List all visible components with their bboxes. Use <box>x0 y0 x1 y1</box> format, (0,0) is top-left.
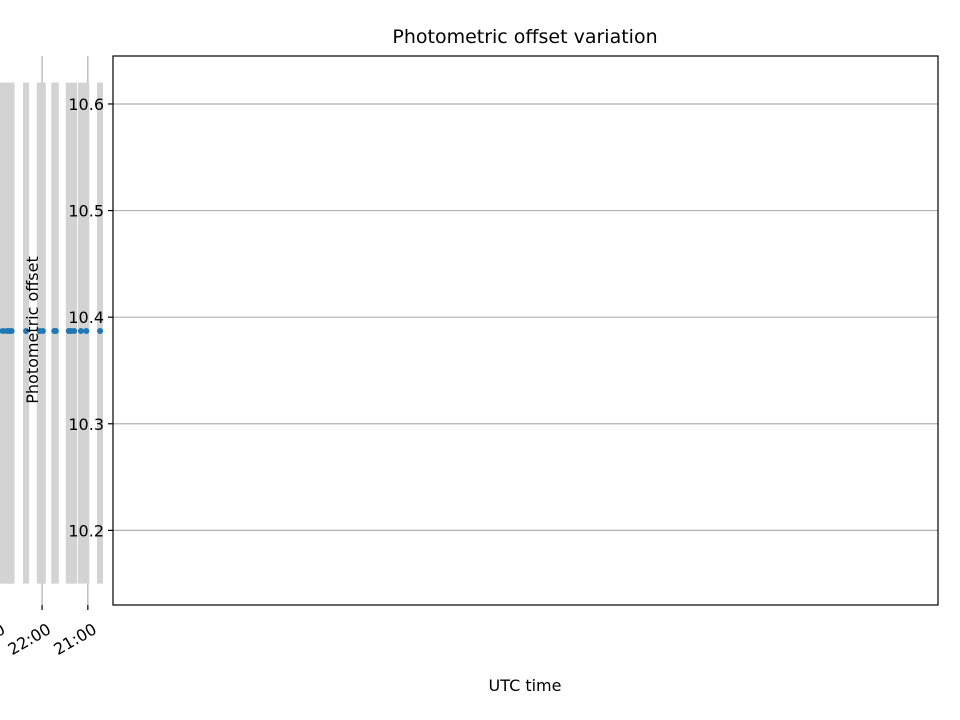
y-tick-label: 10.2 <box>68 521 104 540</box>
data-point <box>77 328 84 335</box>
y-tick-label: 10.4 <box>68 308 104 327</box>
y-tick-label: 10.5 <box>68 202 104 221</box>
chart-title: Photometric offset variation <box>392 26 657 48</box>
data-point <box>36 328 43 335</box>
data-point <box>65 328 72 335</box>
x-axis-label: UTC time <box>489 676 562 695</box>
data-point <box>0 328 1 334</box>
y-tick-label: 10.6 <box>68 95 104 114</box>
data-point <box>51 328 58 335</box>
point-layer <box>0 328 104 335</box>
y-axis: 10.2 10.3 10.4 10.5 10.6 <box>68 95 113 540</box>
y-tick-label: 10.3 <box>68 415 104 434</box>
data-point <box>83 328 90 335</box>
y-axis-label: Photometric offset <box>23 256 42 404</box>
data-point <box>97 328 104 335</box>
data-point <box>0 328 7 335</box>
data-point <box>23 328 30 335</box>
plot-frame <box>112 55 939 606</box>
